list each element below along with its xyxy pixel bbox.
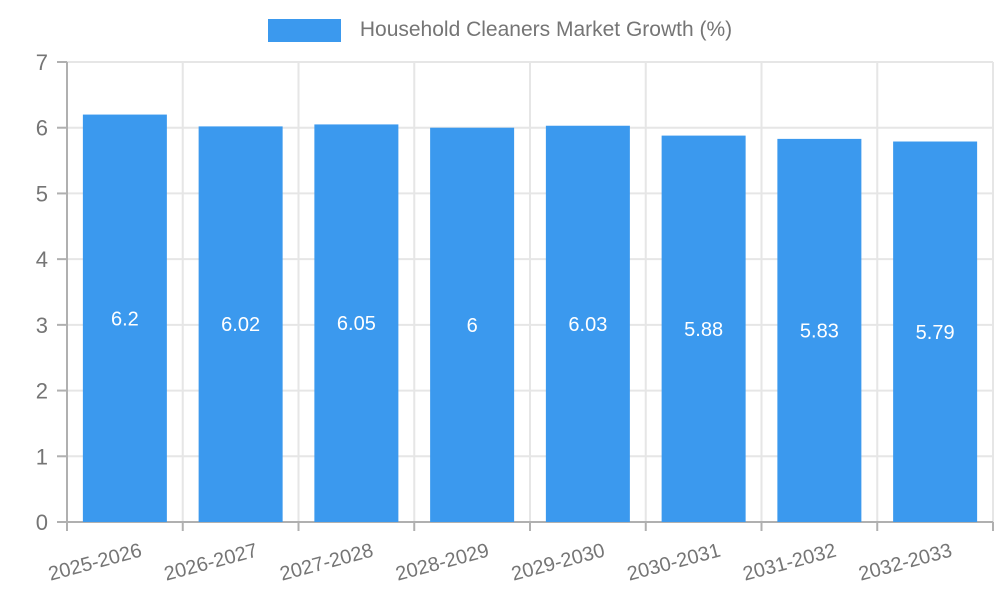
bar[interactable] [314, 124, 399, 522]
y-axis-label: 7 [36, 50, 48, 75]
x-axis-label: 2029-2030 [509, 540, 607, 586]
y-axis-label: 1 [36, 444, 48, 469]
bar-value-label: 5.79 [916, 322, 955, 344]
y-axis-label: 5 [36, 181, 48, 206]
bar[interactable] [777, 138, 862, 522]
bar-value-label: 6.05 [337, 313, 376, 335]
y-axis-label: 2 [36, 379, 48, 404]
bar[interactable] [893, 141, 978, 522]
bar-value-label: 5.88 [684, 319, 723, 341]
bar-value-label: 6.2 [111, 308, 139, 330]
bar[interactable] [198, 126, 283, 523]
y-axis-label: 0 [36, 510, 48, 535]
x-axis-label: 2030-2031 [625, 540, 723, 586]
x-axis-label: 2028-2029 [393, 540, 491, 586]
y-axis-label: 6 [36, 116, 48, 141]
bar[interactable] [545, 125, 630, 522]
bar-value-label: 6.03 [568, 314, 607, 336]
bar-value-label: 5.83 [800, 320, 839, 342]
bar[interactable] [82, 114, 167, 523]
x-axis-label: 2026-2027 [162, 540, 260, 586]
x-axis-label: 2031-2032 [741, 540, 839, 586]
y-axis-label: 4 [36, 247, 48, 272]
bar-value-label: 6.02 [221, 314, 260, 336]
x-axis-label: 2027-2028 [278, 540, 376, 586]
x-axis-label: 2032-2033 [856, 540, 954, 586]
x-axis-label: 2025-2026 [46, 540, 144, 586]
bar-value-label: 6 [467, 315, 478, 337]
legend[interactable]: Household Cleaners Market Growth (%) [0, 18, 1000, 42]
bar[interactable] [661, 135, 746, 522]
legend-swatch[interactable] [267, 18, 341, 42]
bar[interactable] [430, 127, 515, 522]
y-axis-label: 3 [36, 313, 48, 338]
legend-label: Household Cleaners Market Growth (%) [359, 18, 733, 41]
